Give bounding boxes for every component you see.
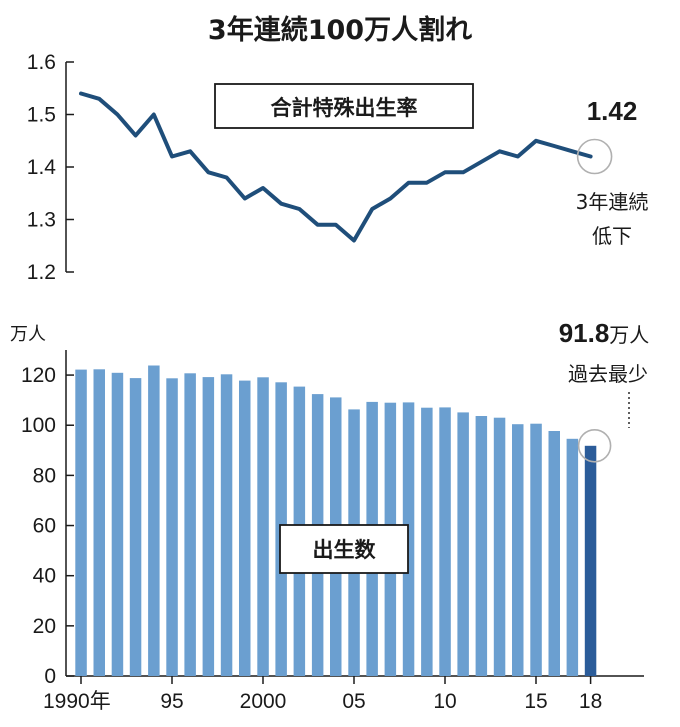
bar-y-tick-label: 60: [33, 515, 56, 538]
bar-x-tick-label: 15: [524, 690, 547, 713]
line-highlight-circle: [576, 138, 613, 175]
bar-highlight: [584, 445, 597, 676]
bar: [111, 372, 124, 676]
bar-x-tick-label: 05: [342, 690, 365, 713]
bar-y-tick-label: 120: [21, 364, 56, 387]
bar-x-tick-label: 18: [579, 690, 602, 713]
bar: [566, 438, 579, 676]
bar: [129, 378, 142, 676]
bar: [166, 378, 178, 676]
fertility-line-layer: [79, 91, 613, 243]
bar-y-tick-label: 80: [33, 464, 56, 487]
line-y-tick-label: 1.3: [27, 209, 56, 232]
bar-callout-unit: 万人: [609, 323, 649, 347]
line-y-axis: 1.6 1.5 1.4 1.3 1.2: [27, 51, 74, 284]
bar: [239, 380, 251, 676]
bar-y-tick-label: 40: [33, 565, 56, 588]
bar-x-tick-label: 95: [160, 690, 183, 713]
line-series-label-box: 合計特殊出生率: [214, 83, 474, 129]
bar-callout-value: 91.8: [559, 318, 610, 348]
bar-unit-label: 万人: [10, 324, 46, 345]
bar-y-tick-label: 100: [21, 414, 56, 437]
bar-x-tick-label: 10: [433, 690, 456, 713]
line-y-tick-label: 1.6: [27, 51, 56, 74]
bar-callout-note: 過去最少: [568, 362, 648, 386]
bar-y-ticks: 120 100 80 60 40 20 0: [21, 364, 74, 688]
bar: [530, 423, 542, 676]
line-y-tick-label: 1.5: [27, 104, 56, 127]
bar-x-tick-label: 2000: [240, 690, 287, 713]
bar: [75, 369, 87, 676]
bar-series-label-frame: [279, 524, 409, 574]
bar: [512, 424, 524, 676]
line-y-tick-label: 1.2: [27, 261, 56, 284]
bar-y-tick-label: 20: [33, 615, 56, 638]
line-callout: 1.42 3年連続 低下: [576, 96, 649, 248]
bar: [202, 377, 215, 676]
bar: [457, 412, 469, 676]
fertility-line: [79, 91, 593, 243]
bar: [220, 374, 233, 676]
line-y-ticks: 1.6 1.5 1.4 1.3 1.2: [27, 51, 74, 284]
bar-y-tick-label: 0: [44, 665, 56, 688]
bar: [439, 407, 451, 676]
bar-series-label-box: 出生数: [279, 524, 409, 574]
bar: [548, 431, 560, 676]
bar-x-tick-label: 1990年: [43, 690, 111, 713]
births-bar-layer: [75, 365, 612, 676]
bar: [257, 377, 269, 676]
bar: [421, 407, 433, 676]
bar: [475, 416, 488, 676]
bar: [493, 417, 506, 676]
line-y-tick-label: 1.4: [27, 156, 57, 179]
bar-series-label: 出生数: [313, 538, 377, 562]
line-series-label-frame: [214, 83, 474, 129]
bar-callout: 91.8万人 過去最少: [559, 318, 650, 428]
bar: [184, 373, 196, 676]
line-callout-note-1: 3年連続: [576, 190, 649, 214]
line-series-label: 合計特殊出生率: [271, 96, 418, 120]
bar-highlight-circle: [577, 428, 612, 463]
line-callout-value: 1.42: [587, 96, 638, 126]
bar-x-ticks: 1990年 95 2000 05 10 15 18: [43, 676, 602, 713]
bar-callout-text: 91.8万人: [559, 318, 650, 348]
chart-title: 3年連続100万人割れ: [208, 14, 472, 46]
bar: [148, 365, 160, 676]
line-callout-note-2: 低下: [592, 224, 632, 248]
bar: [93, 369, 105, 676]
